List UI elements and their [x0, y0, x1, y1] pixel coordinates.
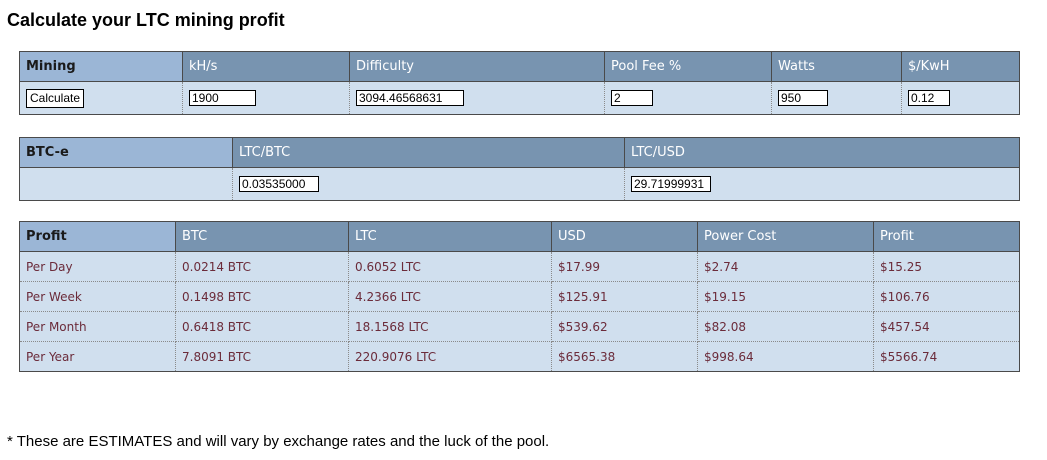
power-cost-cell: $998.64: [697, 341, 874, 372]
usd-cell: $539.62: [551, 311, 698, 342]
difficulty-cell: [349, 81, 605, 115]
profit-cell: $457.54: [873, 311, 1020, 342]
kwh-cell: [901, 81, 1020, 115]
ltc-usd-header: LTC/USD: [624, 137, 1020, 168]
ltc-cell: 18.1568 LTC: [348, 311, 552, 342]
usd-header: USD: [551, 221, 698, 252]
ltc-cell: 0.6052 LTC: [348, 251, 552, 282]
khs-input[interactable]: [189, 90, 256, 106]
period-cell: Per Day: [19, 251, 176, 282]
khs-header: kH/s: [182, 51, 350, 82]
power-cost-header: Power Cost: [697, 221, 874, 252]
usd-cell: $125.91: [551, 281, 698, 312]
mining-input-table: Mining kH/s Difficulty Pool Fee % Watts …: [19, 51, 1020, 115]
ltc-cell: 4.2366 LTC: [348, 281, 552, 312]
ltc-btc-input[interactable]: [239, 176, 319, 192]
mining-input-row: Calculate: [19, 81, 1020, 115]
mining-header-row: Mining kH/s Difficulty Pool Fee % Watts …: [19, 51, 1020, 82]
pool-fee-input[interactable]: [611, 90, 653, 106]
period-cell: Per Year: [19, 341, 176, 372]
watts-header: Watts: [771, 51, 902, 82]
profit-header: Profit: [19, 221, 176, 252]
period-cell: Per Month: [19, 311, 176, 342]
btc-cell: 0.6418 BTC: [175, 311, 349, 342]
profit-value-header: Profit: [873, 221, 1020, 252]
estimates-footnote: * These are ESTIMATES and will vary by e…: [7, 433, 550, 450]
power-cost-cell: $82.08: [697, 311, 874, 342]
profit-header-row: Profit BTC LTC USD Power Cost Profit: [19, 221, 1020, 252]
khs-cell: [182, 81, 350, 115]
ltc-btc-cell: [232, 167, 625, 201]
btce-header: BTC-e: [19, 137, 233, 168]
power-cost-cell: $19.15: [697, 281, 874, 312]
ltc-cell: 220.9076 LTC: [348, 341, 552, 372]
table-row: Per Year 7.8091 BTC 220.9076 LTC $6565.3…: [19, 341, 1020, 372]
mining-header: Mining: [19, 51, 183, 82]
profit-cell: $106.76: [873, 281, 1020, 312]
usd-cell: $6565.38: [551, 341, 698, 372]
usd-cell: $17.99: [551, 251, 698, 282]
power-cost-cell: $2.74: [697, 251, 874, 282]
kwh-header: $/KwH: [901, 51, 1020, 82]
ltc-header: LTC: [348, 221, 552, 252]
profit-cell: $15.25: [873, 251, 1020, 282]
btc-cell: 0.1498 BTC: [175, 281, 349, 312]
watts-input[interactable]: [778, 90, 828, 106]
difficulty-input[interactable]: [356, 90, 464, 106]
pool-fee-header: Pool Fee %: [604, 51, 772, 82]
btc-cell: 7.8091 BTC: [175, 341, 349, 372]
exchange-rate-table: BTC-e LTC/BTC LTC/USD: [19, 137, 1020, 201]
watts-cell: [771, 81, 902, 115]
page-title: Calculate your LTC mining profit: [7, 10, 285, 30]
exchange-header-row: BTC-e LTC/BTC LTC/USD: [19, 137, 1020, 168]
difficulty-header: Difficulty: [349, 51, 605, 82]
profit-cell: $5566.74: [873, 341, 1020, 372]
period-cell: Per Week: [19, 281, 176, 312]
calculate-cell: Calculate: [19, 81, 183, 115]
ltc-usd-cell: [624, 167, 1020, 201]
pool-fee-cell: [604, 81, 772, 115]
table-row: Per Week 0.1498 BTC 4.2366 LTC $125.91 $…: [19, 281, 1020, 312]
ltc-usd-input[interactable]: [631, 176, 711, 192]
ltc-btc-header: LTC/BTC: [232, 137, 625, 168]
btc-header: BTC: [175, 221, 349, 252]
btce-empty-cell: [19, 167, 233, 201]
exchange-input-row: [19, 167, 1020, 201]
profit-results-table: Profit BTC LTC USD Power Cost Profit Per…: [19, 221, 1020, 372]
table-row: Per Month 0.6418 BTC 18.1568 LTC $539.62…: [19, 311, 1020, 342]
table-row: Per Day 0.0214 BTC 0.6052 LTC $17.99 $2.…: [19, 251, 1020, 282]
btc-cell: 0.0214 BTC: [175, 251, 349, 282]
kwh-input[interactable]: [908, 90, 950, 106]
calculate-button[interactable]: Calculate: [26, 88, 85, 108]
